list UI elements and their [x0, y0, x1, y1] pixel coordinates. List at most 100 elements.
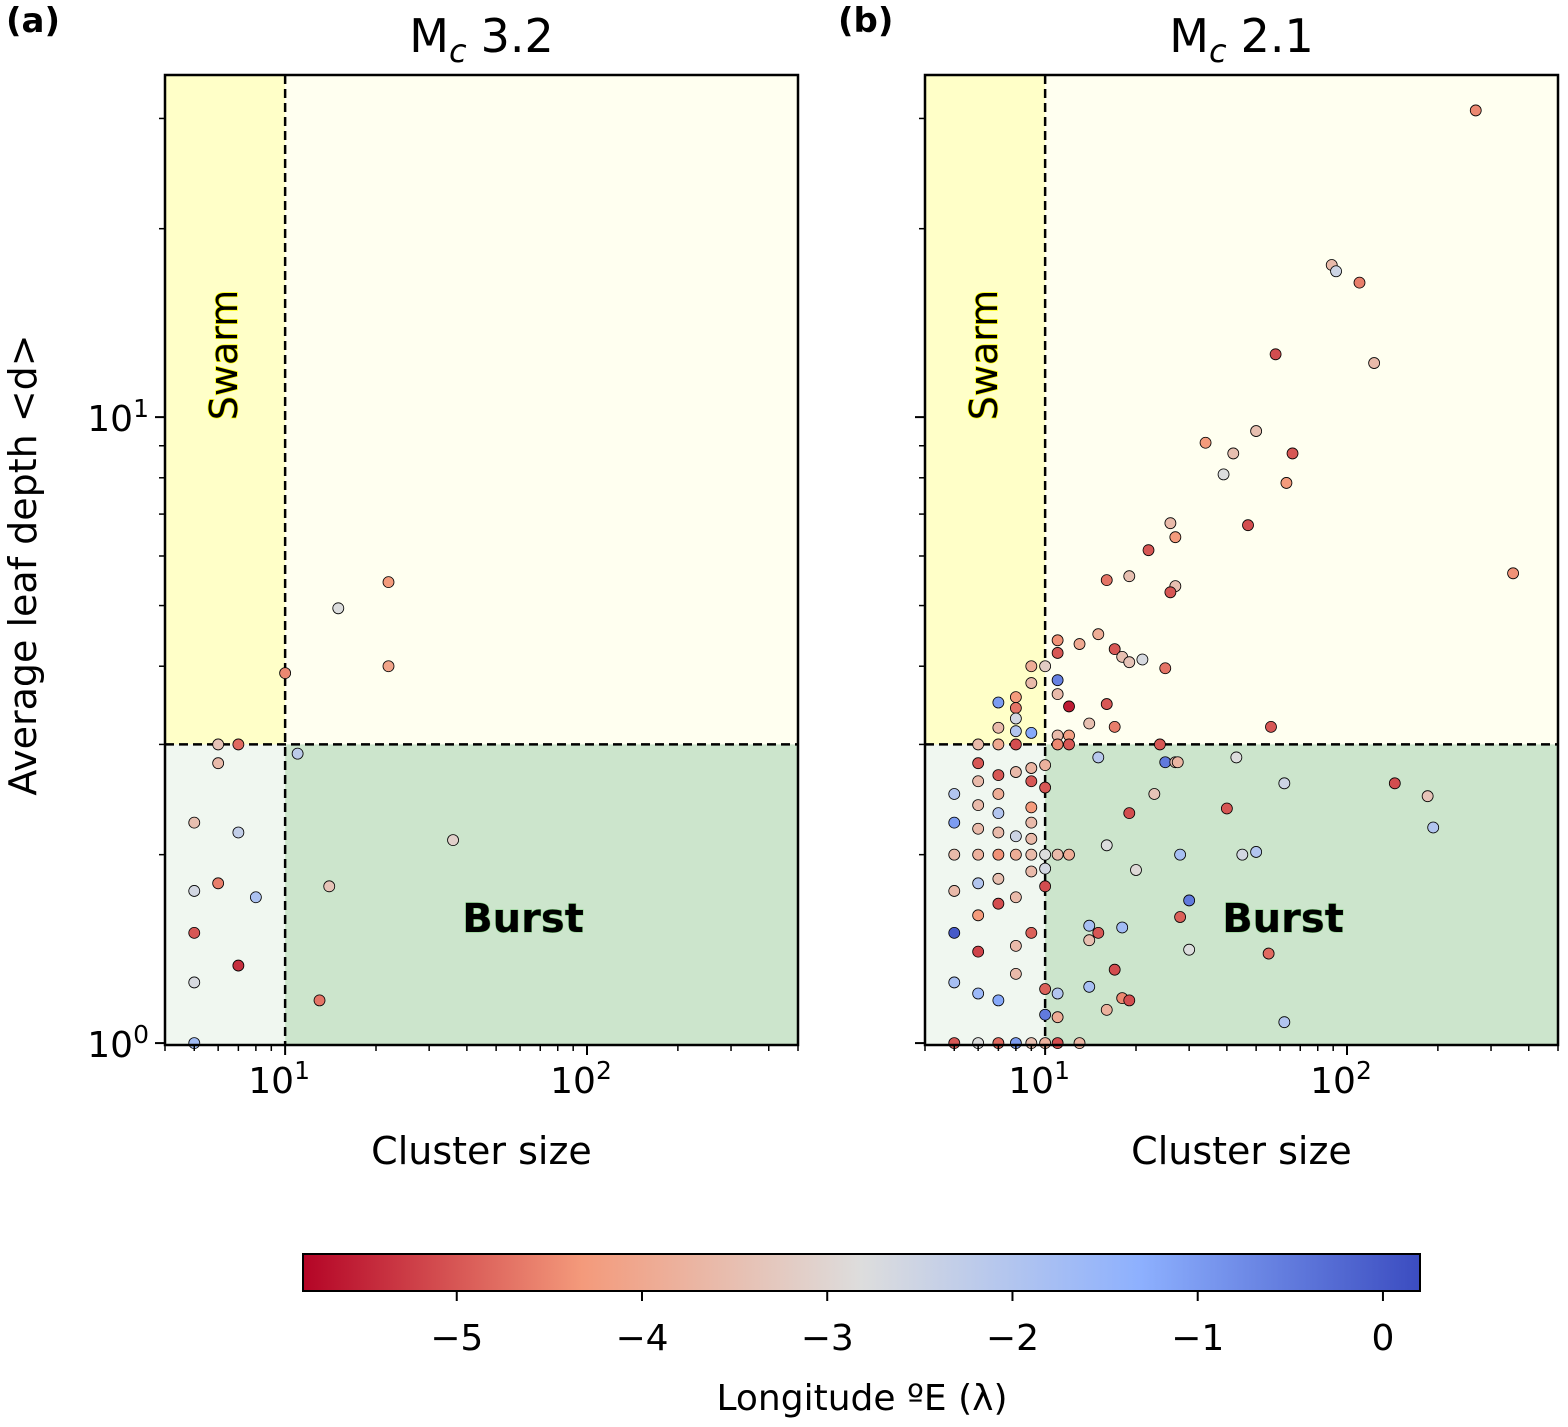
y-tick-exp: 1 [133, 394, 149, 423]
data-point [948, 976, 961, 989]
data-point [1009, 939, 1022, 952]
data-point [1063, 700, 1075, 713]
data-point [1009, 967, 1022, 980]
data-point [1220, 802, 1233, 815]
data-point [1368, 357, 1381, 369]
data-point [992, 721, 1005, 734]
data-point [1100, 574, 1113, 587]
data-point [1265, 720, 1277, 733]
data-point [972, 757, 985, 770]
data-point [1116, 921, 1129, 934]
data-point [972, 775, 985, 788]
data-point [1051, 987, 1064, 1000]
data-point [972, 987, 985, 1000]
data-point [1083, 919, 1096, 932]
data-point [992, 696, 1005, 709]
data-point [1039, 1008, 1052, 1021]
data-point [1174, 848, 1187, 861]
x-tick-label: 101 [1008, 1056, 1070, 1102]
data-point [212, 738, 225, 751]
swarm-region [925, 75, 1046, 745]
data-point [1330, 265, 1342, 278]
title-value: 2.1 [1241, 9, 1314, 63]
data-point [1009, 830, 1022, 843]
data-point [1230, 751, 1243, 764]
data-point [1217, 468, 1230, 481]
data-point [1051, 738, 1064, 751]
data-point [992, 826, 1005, 839]
title-subscript: c [1209, 32, 1227, 70]
data-point [972, 877, 985, 890]
data-point [1108, 963, 1121, 976]
burst-label: Burst [462, 896, 584, 942]
data-point [1278, 1016, 1291, 1029]
panel-title: Mc 2.1 [1169, 9, 1313, 70]
data-point [1025, 660, 1038, 673]
colorbar-tick-label: −4 [615, 1318, 668, 1359]
data-point [972, 822, 985, 835]
data-point [232, 738, 245, 751]
colorbar: −5 −4 −3 −2 −1 0 Longitude ºE (λ) [302, 1253, 1421, 1419]
y-tick-base: 10 [87, 399, 133, 440]
data-point [1130, 864, 1142, 876]
data-point [1039, 660, 1052, 673]
data-point [1051, 848, 1064, 861]
y-tick-base: 10 [87, 1025, 133, 1066]
data-point [1025, 762, 1038, 774]
data-point [323, 880, 336, 893]
data-point [948, 885, 961, 897]
data-point [948, 788, 961, 800]
data-point [992, 872, 1005, 885]
x-tick-base: 10 [550, 1061, 596, 1102]
colorbar-gradient [302, 1253, 1421, 1292]
data-point [1148, 788, 1161, 800]
data-point [1242, 519, 1254, 532]
data-point [279, 667, 292, 680]
data-point [1199, 436, 1212, 449]
data-point [1039, 862, 1052, 875]
data-point [1123, 656, 1136, 669]
data-point [1262, 947, 1275, 960]
data-point [948, 926, 961, 939]
data-point [1039, 848, 1052, 861]
x-tick-base: 10 [1008, 1061, 1054, 1102]
data-point [1009, 702, 1022, 714]
data-point [1039, 781, 1052, 794]
swarm-region [165, 75, 286, 745]
data-point [1123, 994, 1136, 1007]
data-point [1507, 567, 1519, 580]
data-point [992, 738, 1005, 751]
data-point [232, 826, 245, 839]
data-point [1063, 738, 1075, 751]
data-point [1083, 980, 1096, 993]
data-point [972, 738, 985, 751]
y-tick-label: 101 [87, 394, 149, 440]
data-point [1063, 848, 1075, 861]
x-axis-label: Cluster size [371, 1129, 592, 1173]
data-point [1025, 832, 1038, 845]
data-point [1051, 1011, 1064, 1024]
data-point [1142, 544, 1155, 557]
data-point [948, 848, 961, 861]
data-point [1083, 934, 1096, 947]
colorbar-label: Longitude ºE (λ) [716, 1378, 1007, 1419]
colorbar-tick-label: −5 [430, 1318, 483, 1359]
data-point [1039, 880, 1052, 893]
plot-frame [923, 73, 1560, 1047]
data-point [249, 891, 262, 904]
data-point [1236, 848, 1249, 861]
data-point [382, 576, 395, 589]
data-point [1025, 801, 1038, 814]
title-main: M [409, 9, 449, 63]
data-point [1159, 662, 1172, 675]
colorbar-tick-label: −3 [801, 1318, 854, 1359]
data-point [1092, 751, 1105, 764]
data-point [1108, 643, 1121, 655]
data-point [447, 834, 459, 846]
colorbar-tick-label: 0 [1371, 1318, 1394, 1359]
data-point [1083, 717, 1096, 730]
data-point [1421, 790, 1434, 803]
